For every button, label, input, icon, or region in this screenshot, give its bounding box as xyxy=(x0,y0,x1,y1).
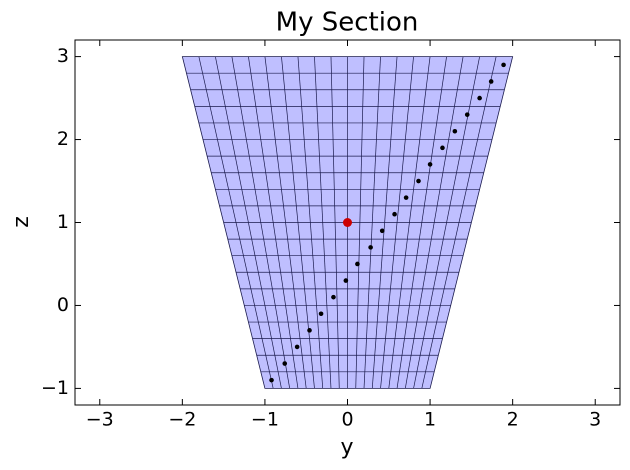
point xyxy=(294,344,300,350)
point xyxy=(368,245,373,250)
point xyxy=(343,278,349,283)
mesh-line xyxy=(388,56,431,389)
point xyxy=(269,377,274,383)
highlight-point xyxy=(343,218,352,227)
x-tick-label: 2 xyxy=(507,409,519,431)
y-tick-label: 2 xyxy=(57,128,69,150)
point xyxy=(427,162,433,167)
mesh-line xyxy=(413,56,480,389)
mesh-line xyxy=(363,56,381,389)
point xyxy=(440,145,445,151)
point xyxy=(355,261,360,267)
mesh-line xyxy=(380,56,414,389)
point xyxy=(477,95,482,101)
point xyxy=(331,294,336,300)
point xyxy=(307,328,312,333)
x-tick-label: −3 xyxy=(86,409,114,431)
point xyxy=(403,195,409,200)
point xyxy=(501,62,506,68)
chart-title: My Section xyxy=(276,8,419,38)
y-tick-label: 0 xyxy=(57,294,69,316)
x-tick-label: 0 xyxy=(341,409,353,431)
y-axis-label: z xyxy=(9,216,34,228)
point xyxy=(464,112,470,117)
point xyxy=(488,79,494,84)
mesh-line xyxy=(371,56,398,389)
point xyxy=(452,128,458,134)
y-tick-label: 3 xyxy=(57,45,69,67)
mesh-line xyxy=(421,56,497,389)
point xyxy=(318,311,324,317)
mesh-line xyxy=(404,56,464,389)
x-axis-label: y xyxy=(340,435,353,460)
x-tick-label: −2 xyxy=(168,409,196,431)
x-tick-label: 3 xyxy=(589,409,601,431)
x-tick-label: 1 xyxy=(424,409,436,431)
mesh-line xyxy=(355,56,365,389)
point xyxy=(282,361,288,366)
y-tick-label: 1 xyxy=(57,211,69,233)
point xyxy=(379,228,385,234)
y-tick-label: −1 xyxy=(41,377,69,399)
mesh-line xyxy=(396,56,447,389)
x-tick-label: −1 xyxy=(251,409,279,431)
point xyxy=(392,211,397,217)
point xyxy=(416,178,421,184)
